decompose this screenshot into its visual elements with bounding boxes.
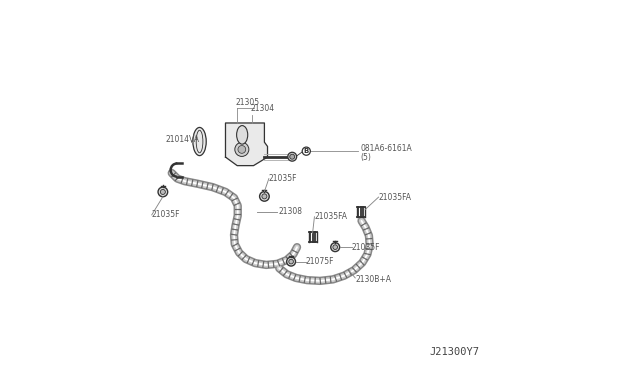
Text: J21300Y7: J21300Y7: [429, 347, 479, 357]
Text: 081A6-6161A: 081A6-6161A: [360, 144, 412, 153]
Text: 21035F: 21035F: [152, 211, 180, 219]
Text: 21035F: 21035F: [269, 174, 298, 183]
Text: 21308: 21308: [278, 208, 302, 217]
Circle shape: [289, 259, 293, 264]
Text: 21014VA: 21014VA: [165, 135, 199, 144]
Circle shape: [161, 189, 165, 195]
Circle shape: [288, 152, 297, 161]
Circle shape: [158, 187, 168, 197]
Ellipse shape: [237, 126, 248, 144]
Circle shape: [331, 243, 340, 251]
Circle shape: [333, 245, 337, 250]
Circle shape: [287, 257, 296, 266]
Text: 21035FA: 21035FA: [314, 212, 348, 221]
Text: 21035F: 21035F: [352, 243, 380, 251]
Circle shape: [260, 192, 269, 201]
Text: 2130B+A: 2130B+A: [356, 275, 392, 284]
Circle shape: [262, 194, 267, 199]
Text: 21035FA: 21035FA: [378, 193, 412, 202]
Text: B: B: [303, 148, 309, 154]
Circle shape: [238, 145, 246, 153]
Text: 21304: 21304: [251, 105, 275, 113]
Text: 21305: 21305: [236, 98, 259, 107]
Text: (5): (5): [360, 153, 371, 161]
Circle shape: [302, 147, 310, 155]
Ellipse shape: [193, 128, 206, 155]
Polygon shape: [225, 123, 268, 166]
Circle shape: [290, 154, 294, 159]
Circle shape: [235, 142, 249, 156]
Text: 21075F: 21075F: [306, 257, 335, 266]
